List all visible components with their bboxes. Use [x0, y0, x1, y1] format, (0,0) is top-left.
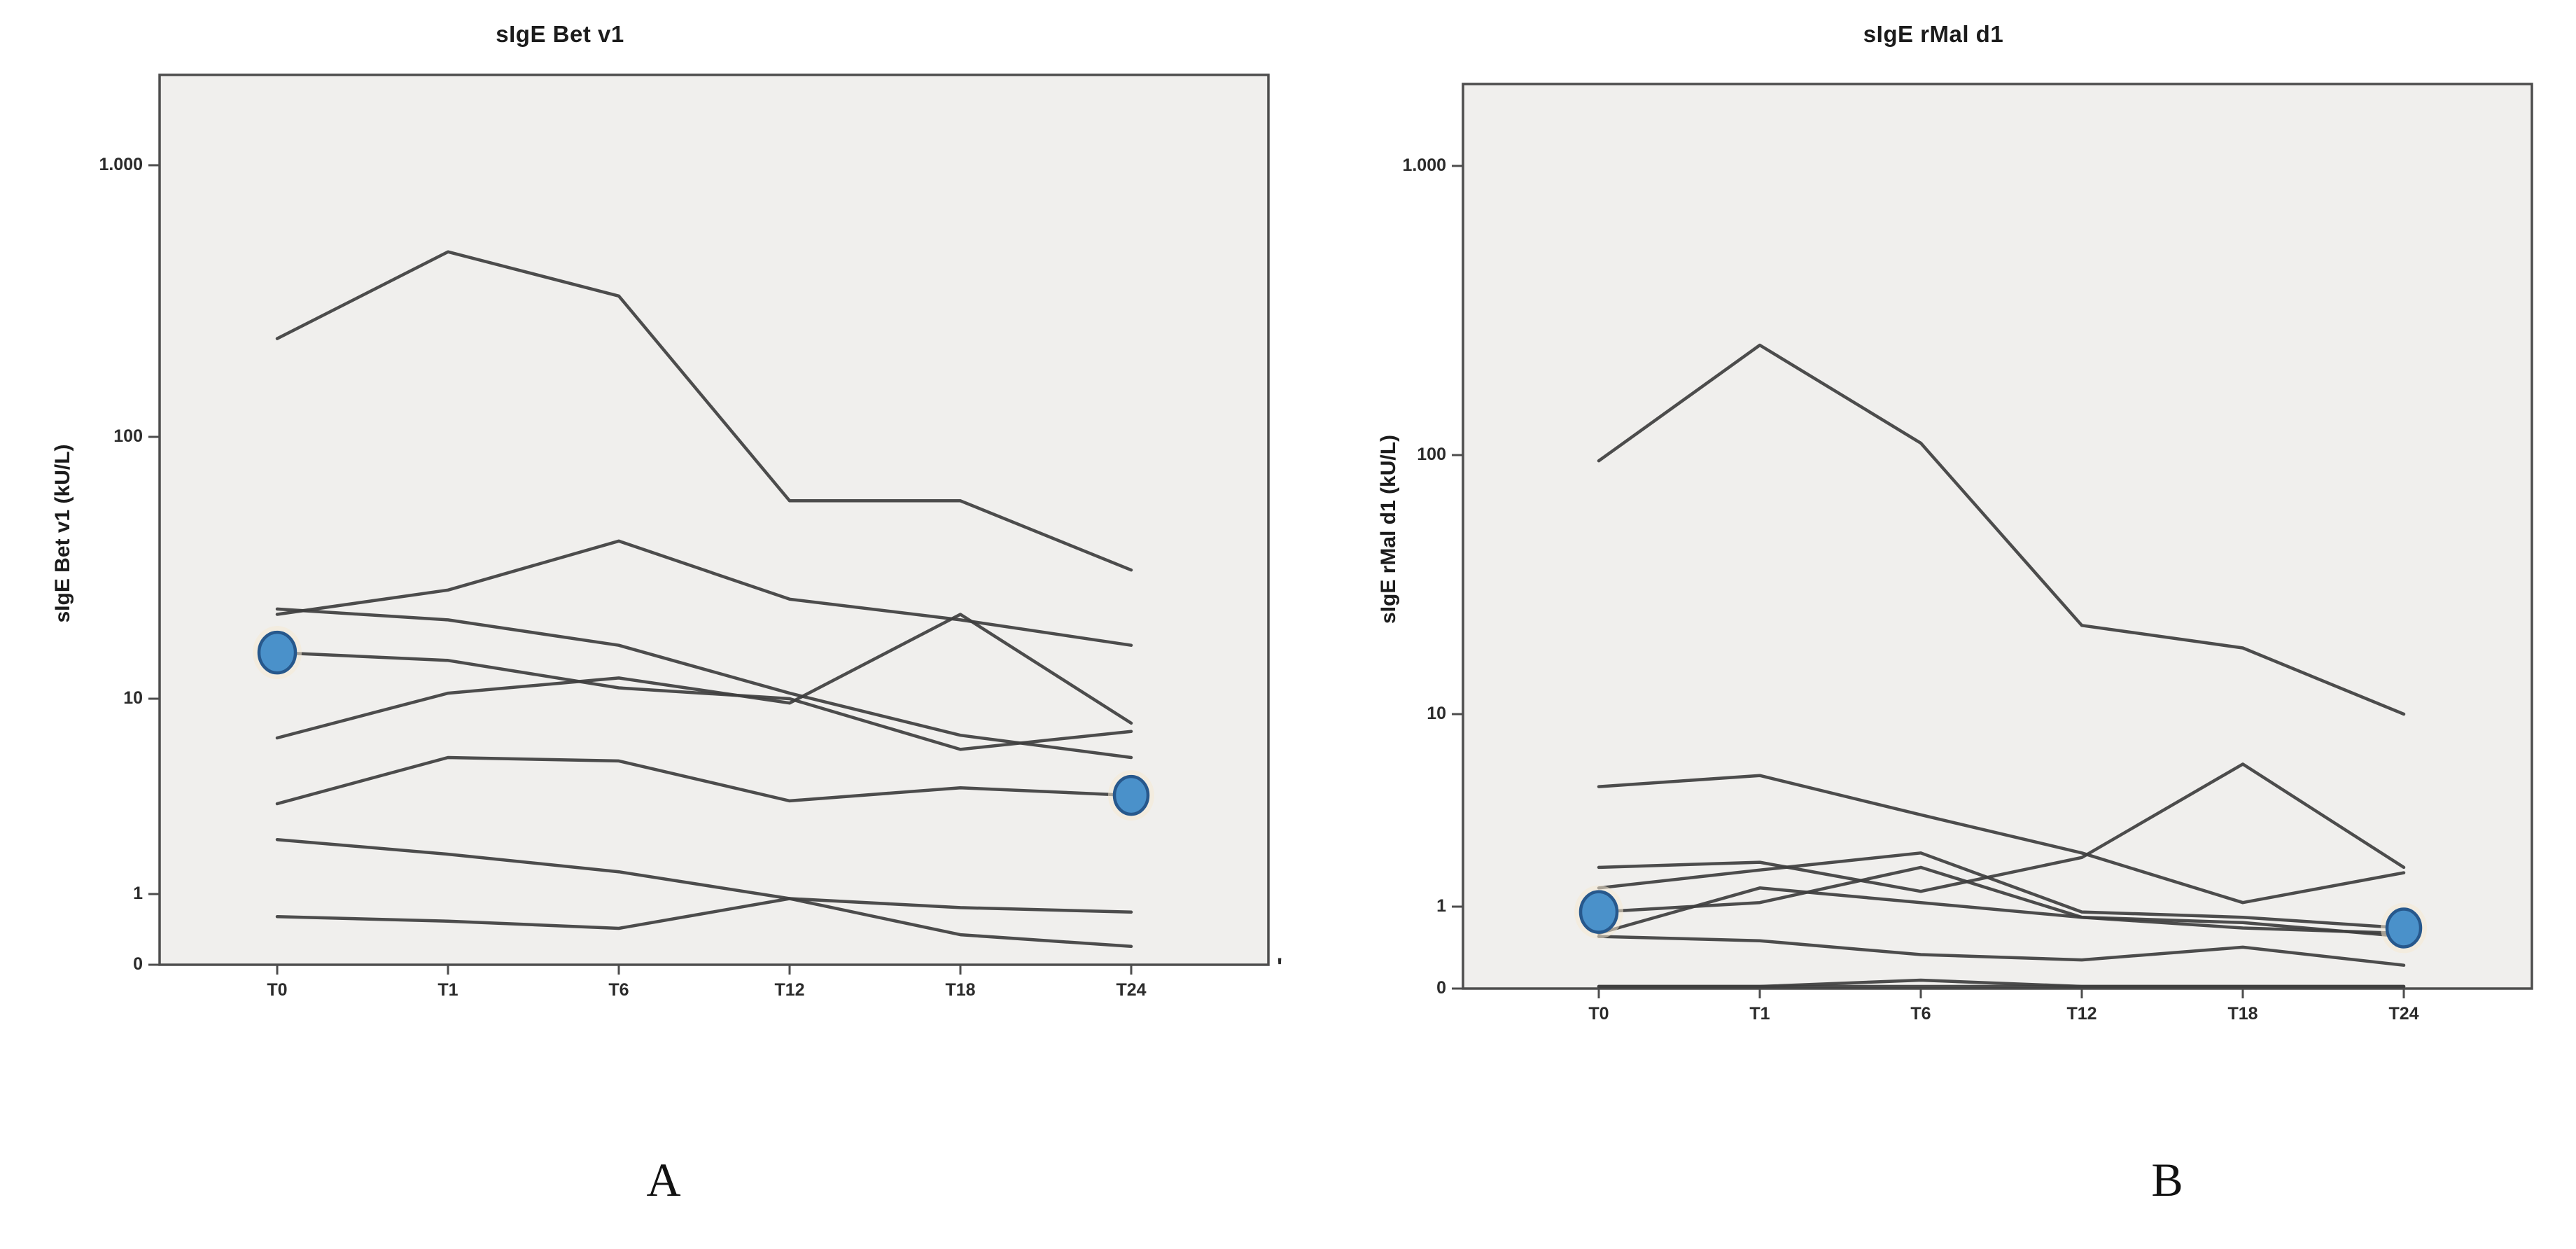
- chart-a: [148, 74, 1270, 975]
- highlight-marker-circle: [257, 630, 298, 675]
- x-tick-label: T12: [774, 980, 805, 1000]
- y-tick-label: 1.000: [1402, 155, 1446, 175]
- y-tick-label: 10: [1427, 704, 1446, 723]
- y-tick-label: 10: [123, 688, 143, 708]
- x-tick-label: T6: [608, 980, 629, 1000]
- y-tick-label: 100: [113, 426, 143, 446]
- x-tick-label: T0: [267, 980, 288, 1000]
- trajectory-line-patient-6: [275, 755, 1133, 806]
- x-tick-label: T12: [2066, 1004, 2097, 1024]
- x-tick-label: T0: [1588, 1004, 1609, 1024]
- chart-b: [1452, 83, 2533, 998]
- y-tick-label: 0: [133, 954, 143, 974]
- x-tick-label: T6: [1910, 1004, 1931, 1024]
- trajectory-line-patient-1: [1597, 343, 2406, 716]
- trajectory-line-patient-2: [275, 539, 1133, 647]
- panel-letter-a: A: [646, 1153, 681, 1206]
- trajectory-line-patient-4: [1597, 851, 2406, 930]
- y-tick-label: 100: [1417, 445, 1446, 464]
- trajectory-line-patient-5: [1597, 886, 2406, 935]
- chart-a-title: sIgE Bet v1: [496, 21, 624, 47]
- trajectory-line-patient-5: [275, 613, 1133, 740]
- trajectory-line-patient-7: [275, 837, 1133, 949]
- x-tick-label: T1: [438, 980, 458, 1000]
- panel-letter-b: B: [2151, 1153, 2183, 1206]
- plot-area-a: [158, 74, 1270, 966]
- x-tick-label: T24: [1116, 980, 1147, 1000]
- y-tick-label: 1: [133, 884, 143, 903]
- y-tick-label: 0: [1436, 978, 1446, 998]
- x-tick-label: T18: [2227, 1004, 2258, 1024]
- trajectory-line-patient-8: [275, 897, 1133, 930]
- x-tick-label: T1: [1749, 1004, 1770, 1024]
- trajectory-line-patient-7: [1597, 935, 2406, 967]
- trajectory-line-patient-3: [1597, 762, 2406, 893]
- highlight-marker-circle: [2385, 907, 2423, 949]
- trajectory-line-patient-1: [275, 250, 1133, 572]
- x-tick-label: T24: [2388, 1004, 2419, 1024]
- x-tick-label: T18: [945, 980, 976, 1000]
- chart-a-y-axis-label: sIgE Bet v1 (kU/L): [51, 444, 74, 623]
- highlight-marker-circle: [1112, 774, 1150, 816]
- stray-mark-artifact: ': [1277, 954, 1283, 980]
- highlight-marker-circle: [1578, 890, 1619, 934]
- trajectory-line-patient-6: [1597, 865, 2406, 938]
- y-tick-label: 1.000: [99, 155, 143, 174]
- trajectory-line-patient-4: [275, 650, 1133, 751]
- trajectory-line-patient-3: [275, 607, 1133, 760]
- y-tick-label: 1: [1436, 896, 1446, 916]
- trajectory-line-patient-2: [1597, 774, 2406, 905]
- chart-b-title: sIgE rMal d1: [1863, 21, 2004, 47]
- plot-area-b: [1462, 83, 2533, 990]
